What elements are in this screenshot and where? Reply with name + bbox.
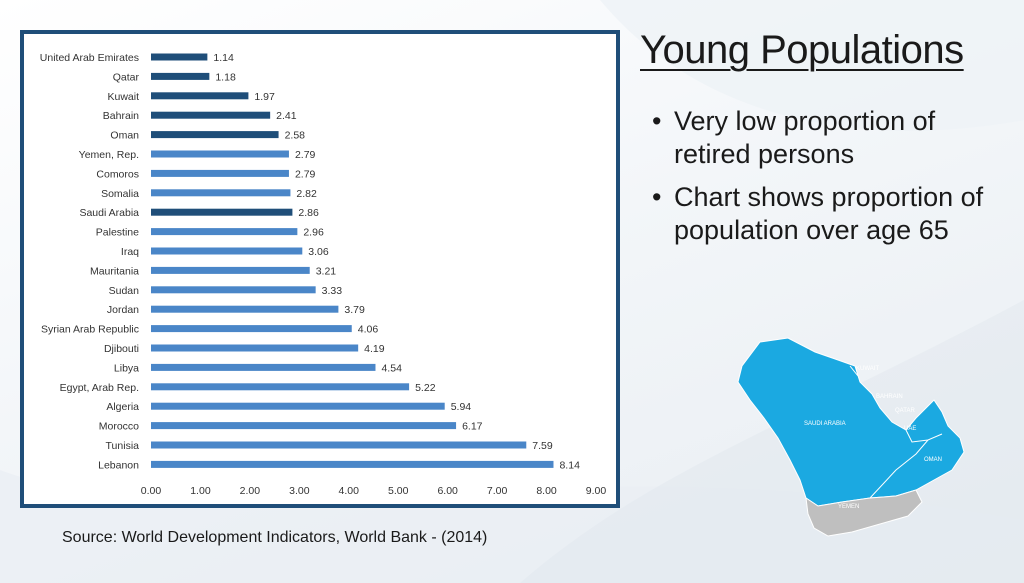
- category-label: Iraq: [121, 246, 139, 258]
- category-label: Morocco: [99, 421, 139, 433]
- saudi-arabia-region: [737, 337, 965, 507]
- value-label: 2.41: [276, 110, 297, 122]
- category-label: Somalia: [101, 188, 139, 200]
- x-tick-label: 4.00: [339, 485, 360, 497]
- bar: [151, 383, 410, 391]
- category-label: Lebanon: [98, 459, 139, 471]
- x-tick-label: 0.00: [141, 485, 162, 497]
- value-label: 5.94: [451, 401, 472, 413]
- value-label: 3.06: [308, 246, 329, 258]
- x-tick-label: 3.00: [289, 485, 310, 497]
- bar: [151, 363, 376, 371]
- x-tick-label: 7.00: [487, 485, 508, 497]
- value-label: 4.54: [381, 362, 402, 374]
- category-label: Jordan: [107, 304, 139, 316]
- bullet-text: Chart shows proportion of population ove…: [674, 182, 984, 245]
- x-tick-label: 9.00: [586, 485, 607, 497]
- bar: [151, 286, 316, 294]
- bar: [151, 247, 303, 255]
- bar: [151, 441, 527, 449]
- bullet-text: Very low proportion of retired persons: [674, 106, 936, 169]
- value-label: 3.79: [344, 304, 365, 316]
- bar: [151, 228, 298, 236]
- value-label: 3.33: [322, 285, 343, 297]
- bar: [151, 111, 271, 119]
- bar: [151, 422, 457, 430]
- yemen-region: [805, 489, 923, 537]
- x-tick-label: 1.00: [190, 485, 211, 497]
- bar: [151, 72, 210, 80]
- category-label: Comoros: [96, 168, 139, 180]
- value-label: 2.58: [285, 130, 306, 142]
- category-label: United Arab Emirates: [40, 52, 139, 64]
- value-label: 3.21: [316, 265, 337, 277]
- bar: [151, 150, 289, 158]
- bar: [151, 169, 289, 177]
- bar: [151, 208, 293, 216]
- category-label: Oman: [110, 130, 139, 142]
- category-label: Kuwait: [107, 91, 139, 103]
- value-label: 1.18: [215, 71, 236, 83]
- category-label: Djibouti: [104, 343, 139, 355]
- category-label: Yemen, Rep.: [79, 149, 139, 161]
- value-label: 2.79: [295, 168, 316, 180]
- category-label: Tunisia: [106, 440, 140, 452]
- value-label: 2.96: [303, 227, 324, 239]
- value-label: 2.86: [298, 207, 319, 219]
- category-label: Egypt, Arab Rep.: [60, 382, 139, 394]
- bullet-list: • Very low proportion of retired persons …: [652, 105, 1012, 257]
- category-label: Bahrain: [103, 110, 139, 122]
- map-label-kuwait: KUWAIT: [856, 366, 879, 372]
- x-tick-label: 2.00: [240, 485, 261, 497]
- bar-chart: United Arab Emirates 1.14 Qatar 1.18 Kuwait 1…: [40, 52, 607, 497]
- value-label: 5.22: [415, 382, 436, 394]
- bullet-item: • Chart shows proportion of population ov…: [652, 181, 1012, 247]
- value-label: 1.97: [254, 91, 275, 103]
- map-label-bahrain: BAHRAIN: [876, 394, 903, 400]
- bar: [151, 92, 249, 100]
- bar: [151, 460, 554, 468]
- map-label-qatar: QATAR: [895, 408, 915, 414]
- gulf-region-map: KUWAIT BAHRAIN QATAR UAE SAUDI ARABIA OM…: [737, 337, 965, 537]
- value-label: 4.19: [364, 343, 385, 355]
- value-label: 2.82: [296, 188, 317, 200]
- category-label: Libya: [114, 362, 139, 374]
- category-label: Saudi Arabia: [79, 207, 139, 219]
- bar: [151, 189, 291, 197]
- value-label: 7.59: [532, 440, 553, 452]
- value-label: 1.14: [213, 52, 234, 64]
- value-label: 8.14: [559, 459, 580, 471]
- bullet-dot-icon: •: [652, 182, 662, 212]
- map-label-oman: OMAN: [924, 457, 942, 463]
- x-tick-label: 5.00: [388, 485, 409, 497]
- bar: [151, 325, 352, 333]
- value-label: 6.17: [462, 421, 483, 433]
- bullet-dot-icon: •: [652, 106, 662, 136]
- bar: [151, 131, 279, 139]
- category-label: Qatar: [113, 71, 140, 83]
- category-label: Sudan: [109, 285, 140, 297]
- x-tick-label: 8.00: [536, 485, 557, 497]
- bar: [151, 402, 445, 410]
- value-label: 4.06: [358, 324, 379, 336]
- map-label-saudi: SAUDI ARABIA: [804, 421, 846, 427]
- category-label: Mauritania: [90, 265, 139, 277]
- chart-frame: United Arab Emirates 1.14 Qatar 1.18 Kuwait 1…: [20, 30, 620, 508]
- category-label: Algeria: [106, 401, 139, 413]
- map-label-uae: UAE: [904, 426, 916, 432]
- bar: [151, 53, 208, 61]
- map-label-yemen: YEMEN: [838, 504, 859, 510]
- bar: [151, 305, 339, 313]
- source-citation: Source: World Development Indicators, Wo…: [62, 529, 488, 546]
- bullet-item: • Very low proportion of retired persons: [652, 105, 1012, 171]
- bar: [151, 266, 310, 274]
- bar: [151, 344, 359, 352]
- slide-title: Young Populations: [640, 28, 964, 72]
- value-label: 2.79: [295, 149, 316, 161]
- x-tick-label: 6.00: [437, 485, 458, 497]
- category-label: Palestine: [96, 227, 139, 239]
- category-label: Syrian Arab Republic: [41, 324, 139, 336]
